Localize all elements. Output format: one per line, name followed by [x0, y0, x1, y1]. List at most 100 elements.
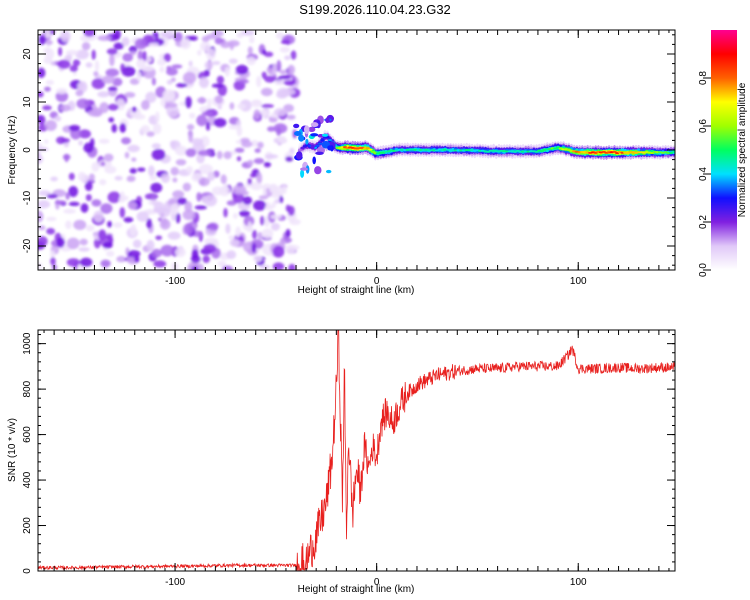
signal-trace-cell — [327, 139, 333, 141]
noise-blob — [73, 219, 87, 230]
noise-blob — [175, 145, 188, 156]
noise-blob — [83, 142, 94, 153]
noise-blob — [78, 247, 90, 252]
noise-blob — [145, 209, 154, 215]
noise-blob — [134, 38, 148, 50]
noise-blob — [50, 61, 56, 66]
noise-blob — [211, 61, 221, 65]
noise-blob — [142, 50, 147, 62]
noise-blob — [103, 153, 114, 162]
noise-blob — [239, 210, 250, 217]
noise-blob — [259, 264, 271, 270]
noise-blob — [241, 140, 253, 148]
noise-blob — [256, 172, 263, 185]
noise-blob — [59, 104, 71, 112]
noise-blob — [280, 39, 291, 45]
spectrogram-y-axis: -20 -10 0 10 20 — [22, 34, 675, 266]
noise-blob — [78, 140, 83, 146]
noise-blob — [146, 239, 155, 252]
noise-blob — [46, 194, 58, 199]
noise-blob — [229, 42, 234, 51]
noise-blob — [223, 207, 228, 218]
noise-blob — [264, 51, 274, 57]
noise-blob — [274, 108, 287, 117]
noise-blob — [152, 123, 162, 135]
noise-blob — [258, 195, 268, 200]
noise-blob — [261, 228, 274, 239]
spectrogram-y-tick-label: -10 — [22, 190, 33, 205]
noise-blob — [257, 141, 264, 149]
noise-blob — [204, 194, 218, 207]
noise-blob — [137, 50, 143, 61]
noise-blob — [113, 222, 123, 229]
noise-blob — [126, 175, 136, 182]
noise-blob — [233, 212, 238, 219]
signal-trace-cell — [315, 144, 320, 147]
noise-blob — [284, 55, 291, 61]
noise-blob — [188, 60, 193, 67]
noise-blob — [205, 121, 211, 131]
signal-trace-cell — [302, 145, 308, 148]
noise-blob — [270, 214, 282, 219]
noise-blob — [256, 75, 262, 88]
noise-blob — [257, 231, 263, 240]
noise-blob — [66, 237, 80, 250]
noise-blob — [100, 161, 106, 167]
noise-blob — [185, 96, 192, 109]
noise-blob — [93, 71, 99, 77]
noise-blob — [91, 49, 96, 60]
colorbar-tick-label: 0.8 — [698, 71, 709, 85]
noise-blob — [175, 159, 187, 166]
spectrogram-x-tick-label: 0 — [374, 276, 380, 287]
noise-blob — [84, 181, 93, 191]
noise-blob — [207, 171, 215, 181]
noise-blob — [166, 68, 178, 76]
noise-blob — [68, 172, 75, 181]
noise-blob — [56, 88, 68, 95]
noise-blob — [133, 114, 146, 120]
noise-blob — [38, 35, 46, 45]
noise-blob — [107, 191, 121, 204]
colorbar-gradient — [711, 30, 737, 270]
noise-blob — [262, 49, 267, 55]
noise-blob — [136, 58, 146, 69]
noise-blob — [262, 186, 267, 199]
noise-blob — [184, 222, 194, 235]
noise-blob — [38, 115, 46, 125]
noise-blob — [127, 144, 140, 153]
noise-blob — [279, 195, 284, 204]
noise-blob — [252, 229, 257, 240]
noise-blob — [213, 118, 227, 128]
noise-blob — [65, 220, 72, 230]
noise-blob — [75, 49, 90, 60]
noise-blob — [131, 106, 137, 113]
noise-blob — [182, 71, 197, 84]
signal-trace-cell — [300, 147, 305, 149]
noise-blob — [221, 265, 233, 270]
noise-blob — [146, 131, 155, 137]
noise-blob — [44, 120, 57, 131]
noise-blob — [228, 58, 238, 64]
noise-blob — [189, 35, 198, 41]
noise-blob — [228, 235, 235, 240]
noise-blob — [235, 226, 241, 238]
signal-turbulence-blob — [310, 144, 315, 150]
noise-blob — [128, 45, 138, 54]
noise-blob — [253, 255, 263, 263]
noise-blob — [216, 150, 223, 160]
noise-blob — [155, 235, 163, 241]
noise-blob — [68, 201, 80, 207]
noise-blob — [235, 64, 249, 75]
signal-trace-cell — [553, 147, 558, 150]
noise-blob — [272, 63, 278, 75]
noise-blob — [157, 58, 167, 66]
noise-blob — [285, 204, 291, 212]
noise-blob — [278, 75, 292, 80]
noise-blob — [121, 137, 131, 145]
noise-blob — [234, 147, 245, 153]
signal-turbulence-blob — [314, 166, 322, 175]
noise-blob — [137, 167, 146, 172]
noise-blob — [91, 199, 102, 207]
noise-blob — [58, 46, 63, 57]
